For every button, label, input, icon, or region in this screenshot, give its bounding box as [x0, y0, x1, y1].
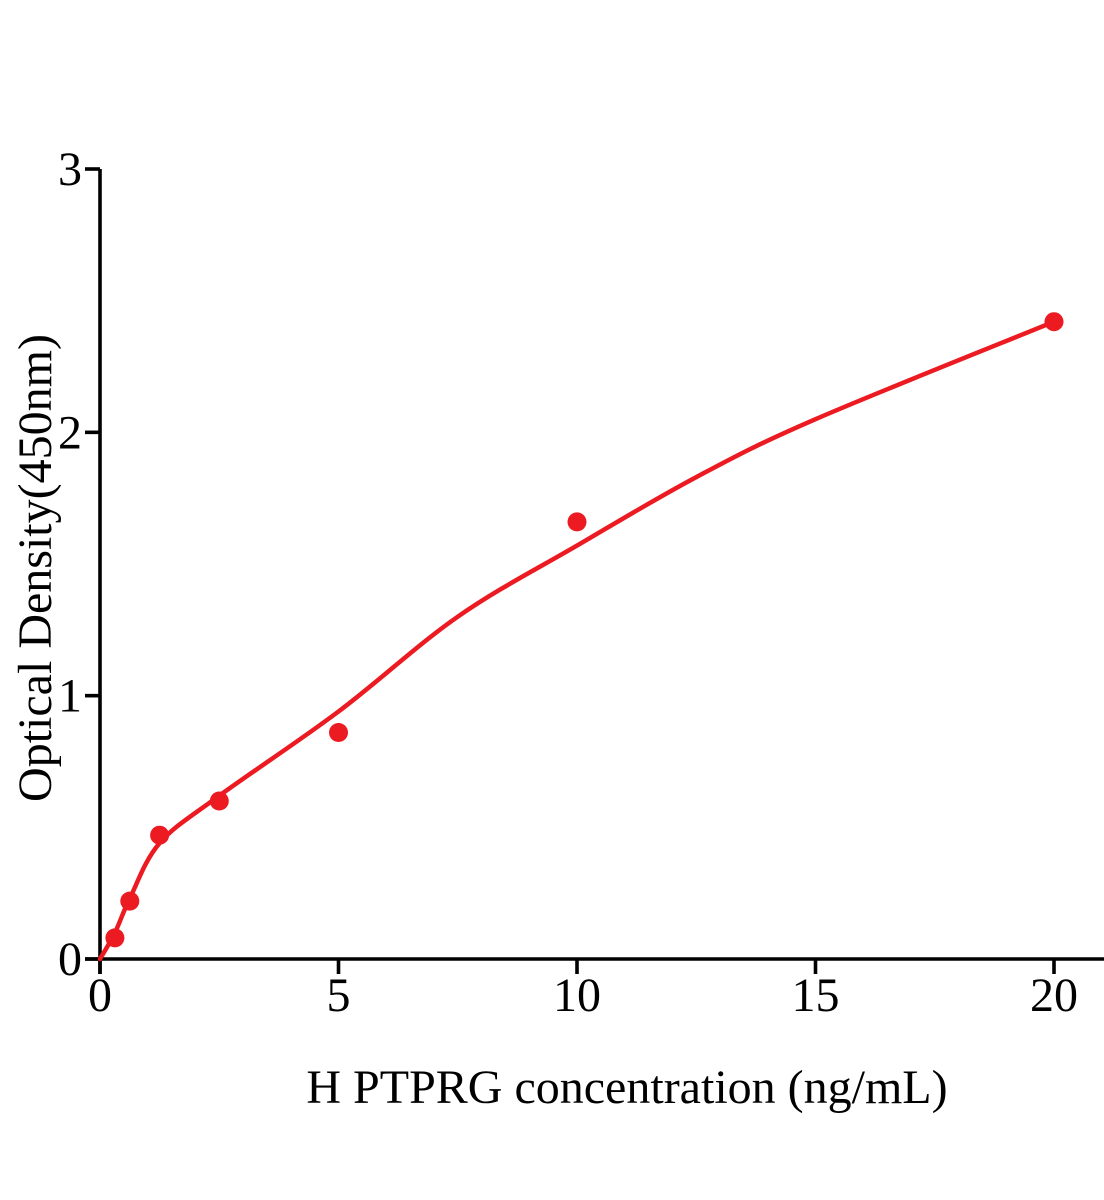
- x-tick-label: 20: [1030, 969, 1078, 1022]
- x-tick-label: 0: [88, 969, 112, 1022]
- data-point: [105, 928, 125, 948]
- data-point: [1044, 312, 1064, 332]
- x-tick-label: 5: [327, 969, 351, 1022]
- x-axis-title: H PTPRG concentration (ng/mL): [306, 1061, 948, 1114]
- data-point: [329, 723, 348, 742]
- data-point: [209, 791, 229, 811]
- y-tick-label: 1: [58, 670, 82, 723]
- x-tick-label: 10: [553, 969, 601, 1022]
- y-tick-label: 2: [58, 406, 82, 459]
- y-axis-title: Optical Density(450nm): [9, 334, 62, 802]
- data-point: [120, 891, 140, 911]
- y-tick-label: 3: [58, 143, 82, 196]
- y-tick-label: 0: [58, 933, 82, 986]
- data-point: [567, 512, 587, 532]
- x-tick-label: 15: [792, 969, 840, 1022]
- fit-curve: [97, 319, 1057, 962]
- data-point: [150, 825, 170, 845]
